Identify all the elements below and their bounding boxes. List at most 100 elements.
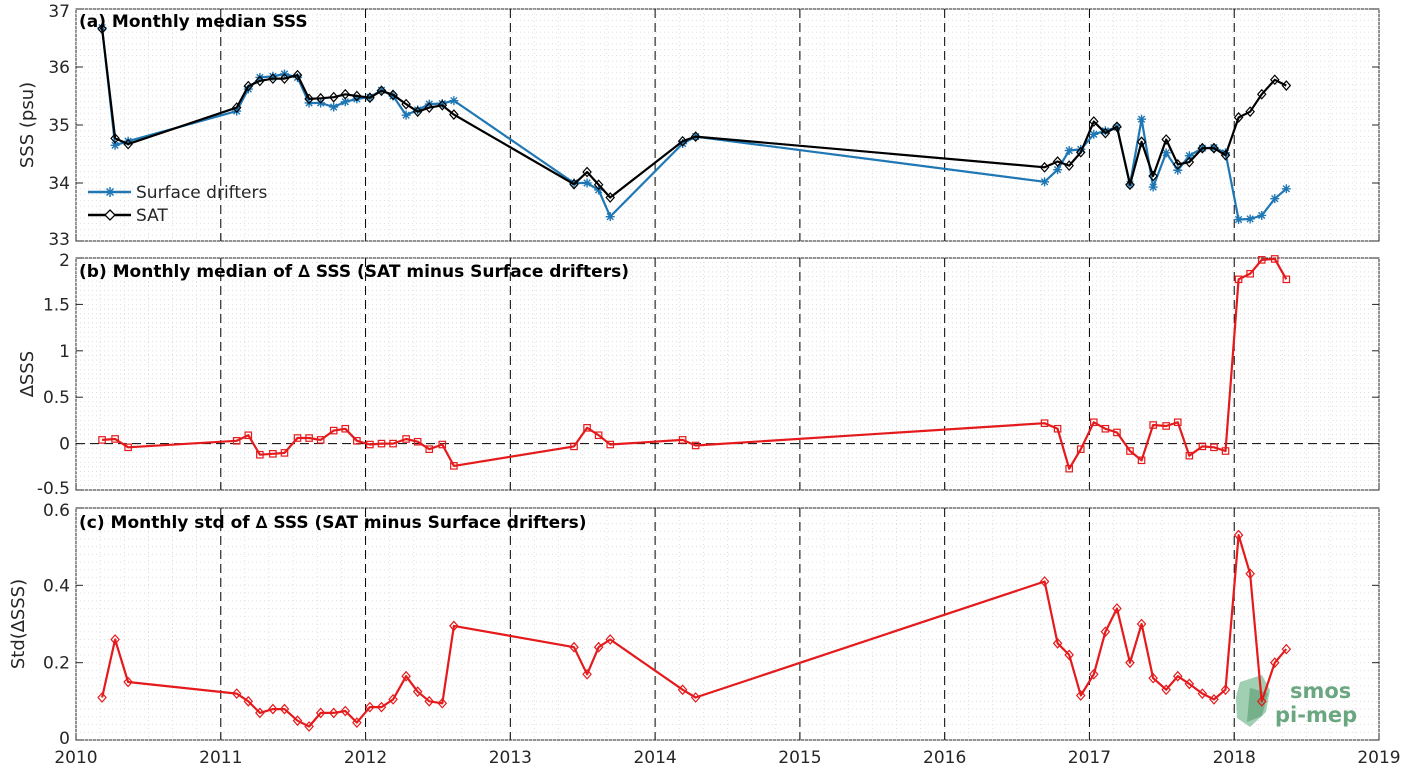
y-tick-label: 0.5 xyxy=(43,388,70,408)
data-point xyxy=(677,135,688,147)
data-point xyxy=(1052,156,1063,167)
y-tick-label: 0.6 xyxy=(43,501,70,521)
data-point xyxy=(98,436,106,444)
data-point xyxy=(1281,80,1292,91)
data-point xyxy=(412,686,423,698)
data-point xyxy=(328,91,339,103)
data-point xyxy=(1148,170,1158,182)
data-point xyxy=(1233,112,1244,123)
data-point xyxy=(1198,442,1207,451)
data-point xyxy=(583,424,591,432)
data-point xyxy=(1173,165,1183,175)
data-point xyxy=(594,431,603,440)
data-point xyxy=(1210,443,1218,452)
data-point xyxy=(1234,215,1244,225)
panel-b-grid xyxy=(75,257,1380,491)
series-line-delta xyxy=(101,533,1288,728)
panel-b-series xyxy=(98,255,1291,473)
data-point xyxy=(329,102,339,112)
data-point xyxy=(353,437,361,445)
data-point xyxy=(244,431,253,440)
data-point xyxy=(352,94,362,104)
data-point xyxy=(1100,127,1111,139)
data-point xyxy=(315,707,326,719)
data-point xyxy=(1281,184,1291,194)
data-point xyxy=(1172,159,1183,170)
data-point xyxy=(1101,424,1110,433)
data-point xyxy=(1126,447,1134,455)
data-point xyxy=(1173,418,1182,427)
data-point xyxy=(1161,148,1171,158)
data-point xyxy=(1149,421,1157,429)
legend: Surface drifters SAT xyxy=(88,183,267,226)
data-point xyxy=(279,703,290,715)
data-point xyxy=(389,439,397,448)
data-point xyxy=(1233,529,1244,541)
data-point xyxy=(232,437,241,445)
x-tick-label: 2010 xyxy=(54,748,97,768)
data-point xyxy=(123,136,133,146)
x-tick-label: 2016 xyxy=(923,748,966,768)
data-point xyxy=(1209,142,1219,154)
data-point xyxy=(1076,445,1085,453)
logo-line2: pi-mep xyxy=(1275,703,1357,727)
data-point xyxy=(1112,121,1122,133)
data-point xyxy=(255,707,265,719)
panel-c-yticks: 0 0.2 0.4 0.6 xyxy=(43,501,1379,749)
panel-c-series xyxy=(97,529,1292,732)
data-point xyxy=(425,445,434,453)
data-point xyxy=(424,695,435,707)
data-point xyxy=(315,92,326,104)
data-point xyxy=(340,705,351,717)
data-point xyxy=(352,717,362,729)
data-point xyxy=(243,84,253,94)
data-point xyxy=(1221,447,1230,455)
data-point xyxy=(1089,418,1098,427)
data-point xyxy=(268,73,278,85)
x-tick-label: 2011 xyxy=(199,748,242,768)
data-point xyxy=(329,426,338,435)
data-point xyxy=(1256,88,1267,100)
series-line-sat xyxy=(101,28,1287,199)
data-point xyxy=(1184,151,1194,161)
data-point xyxy=(677,684,688,696)
data-point xyxy=(1125,179,1135,191)
data-point xyxy=(424,102,435,114)
data-point xyxy=(1256,695,1267,707)
panel-c-grid xyxy=(75,507,1380,741)
data-point xyxy=(1245,106,1255,118)
data-point xyxy=(365,701,375,713)
data-point xyxy=(97,23,107,33)
data-point xyxy=(413,437,422,446)
data-point xyxy=(388,89,398,101)
data-point xyxy=(1148,672,1158,684)
data-point xyxy=(690,131,701,143)
y-tick-label: 0 xyxy=(59,729,70,749)
data-point xyxy=(1065,464,1073,473)
panel-b-yticks: -0.5 0 0.5 1 1.5 2 xyxy=(37,251,1379,499)
data-point xyxy=(570,442,578,451)
x-tick-label: 2017 xyxy=(1068,748,1111,768)
data-point xyxy=(304,93,314,105)
data-point xyxy=(1089,129,1099,139)
data-point xyxy=(304,721,314,732)
data-point xyxy=(413,105,423,115)
data-point xyxy=(232,106,242,116)
data-point xyxy=(1113,428,1121,437)
data-point xyxy=(605,192,616,203)
data-point xyxy=(582,166,592,178)
data-point xyxy=(593,179,604,191)
data-point xyxy=(1161,134,1171,145)
data-point xyxy=(388,693,398,705)
data-point xyxy=(243,695,254,707)
data-point xyxy=(1088,668,1099,680)
data-point xyxy=(243,80,254,92)
data-point xyxy=(1220,149,1231,161)
data-point xyxy=(293,434,302,442)
y-tick-label: 33 xyxy=(48,230,70,250)
data-point xyxy=(110,132,120,144)
legend-sat-label: SAT xyxy=(136,206,168,226)
data-point xyxy=(438,440,447,449)
data-point xyxy=(1184,678,1195,690)
data-point xyxy=(1137,456,1146,465)
